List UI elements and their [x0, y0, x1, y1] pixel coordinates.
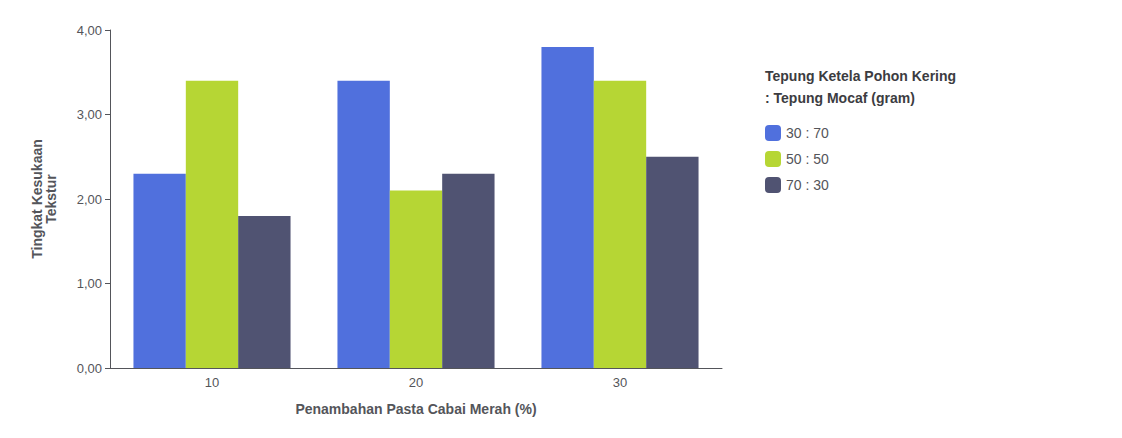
svg-text:50 : 50: 50 : 50	[786, 151, 829, 167]
svg-text:0,00: 0,00	[77, 361, 102, 376]
svg-text:2,00: 2,00	[77, 192, 102, 207]
svg-text:Penambahan Pasta Cabai Merah (: Penambahan Pasta Cabai Merah (%)	[295, 401, 536, 417]
svg-text:4,00: 4,00	[77, 23, 102, 38]
svg-text:Tingkat Kesukaan: Tingkat Kesukaan	[29, 139, 45, 259]
svg-text:30 : 70: 30 : 70	[786, 125, 829, 141]
svg-text:10: 10	[205, 375, 219, 390]
svg-text:30: 30	[613, 375, 627, 390]
svg-text:3,00: 3,00	[77, 107, 102, 122]
svg-text:Tekstur: Tekstur	[43, 174, 59, 224]
svg-text:1,00: 1,00	[77, 276, 102, 291]
svg-text:20: 20	[409, 375, 423, 390]
svg-text:70 : 30: 70 : 30	[786, 177, 829, 193]
svg-text:Tepung Ketela Pohon Kering: Tepung Ketela Pohon Kering	[765, 68, 956, 84]
svg-text:: Tepung Mocaf (gram): : Tepung Mocaf (gram)	[765, 90, 915, 106]
